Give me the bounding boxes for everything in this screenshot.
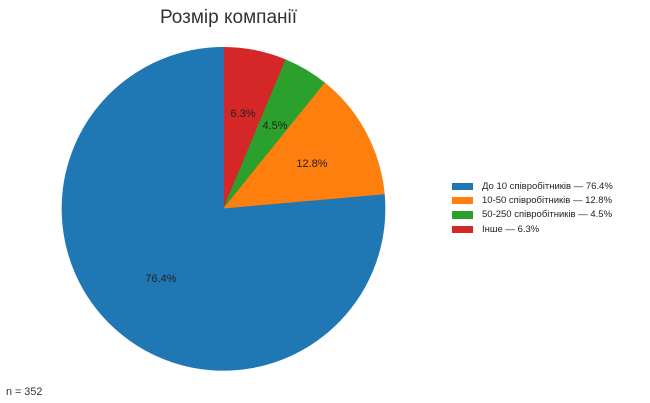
svg-text:76.4%: 76.4% [145, 273, 176, 285]
svg-text:12.8%: 12.8% [296, 158, 327, 170]
svg-text:6.3%: 6.3% [230, 108, 255, 120]
svg-text:4.5%: 4.5% [262, 120, 287, 132]
